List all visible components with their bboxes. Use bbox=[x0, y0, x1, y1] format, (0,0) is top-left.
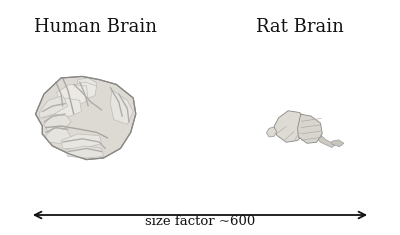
Text: Human Brain: Human Brain bbox=[34, 18, 156, 36]
Polygon shape bbox=[40, 96, 68, 118]
Polygon shape bbox=[266, 127, 277, 137]
Polygon shape bbox=[274, 111, 307, 142]
Text: size factor ~600: size factor ~600 bbox=[145, 215, 255, 228]
Text: Rat Brain: Rat Brain bbox=[256, 18, 344, 36]
Polygon shape bbox=[298, 114, 322, 143]
Polygon shape bbox=[110, 90, 133, 124]
Polygon shape bbox=[54, 98, 82, 116]
Polygon shape bbox=[57, 84, 88, 106]
Polygon shape bbox=[65, 146, 104, 158]
Polygon shape bbox=[61, 134, 102, 148]
Polygon shape bbox=[316, 134, 336, 148]
Polygon shape bbox=[332, 140, 344, 147]
Polygon shape bbox=[42, 98, 70, 118]
Polygon shape bbox=[44, 114, 71, 132]
Polygon shape bbox=[76, 78, 97, 96]
Polygon shape bbox=[46, 128, 71, 144]
Polygon shape bbox=[36, 76, 136, 160]
Polygon shape bbox=[70, 82, 97, 100]
